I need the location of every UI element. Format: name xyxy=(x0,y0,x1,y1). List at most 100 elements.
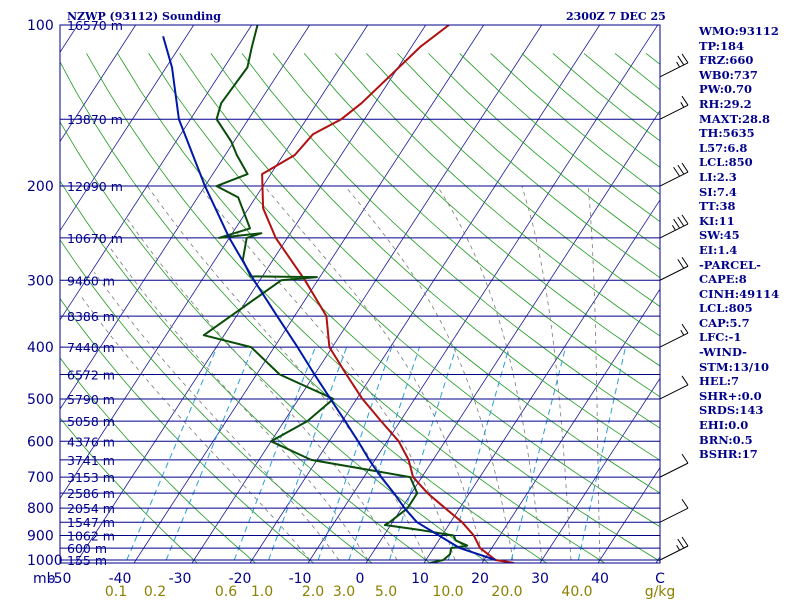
temperature-tick-label: -50 xyxy=(49,571,72,587)
pressure-axis-unit: mb xyxy=(33,571,56,587)
index-item: WMO:93112 xyxy=(699,24,779,38)
pressure-tick-label: 800 xyxy=(27,501,54,517)
dry-adiabat-line xyxy=(60,239,373,563)
dry-adiabat-line xyxy=(303,53,660,367)
height-label: 9460 m xyxy=(67,273,115,288)
wind-barb-flag xyxy=(673,166,681,177)
dry-adiabat-line xyxy=(397,53,660,279)
wind-barb-flag xyxy=(681,53,689,64)
index-item: HEL:7 xyxy=(699,374,739,389)
height-label: 5058 m xyxy=(67,414,115,429)
index-item: CAP:5.7 xyxy=(699,315,750,330)
height-label: 6572 m xyxy=(67,367,115,382)
wind-barb-flag xyxy=(680,102,685,108)
temperature-tick-label: -40 xyxy=(109,571,132,587)
pressure-tick-label: 400 xyxy=(27,340,54,356)
dry-adiabat-line xyxy=(60,120,489,563)
moist-adiabat-line xyxy=(199,185,456,561)
wind-barb-flag xyxy=(681,162,689,173)
wind-barb-flag xyxy=(677,55,685,66)
wind-barb-staff xyxy=(659,545,689,561)
index-item: BSHR:17 xyxy=(699,447,758,462)
temperature-tick-label: 20 xyxy=(471,571,489,587)
index-item: TT:38 xyxy=(699,199,736,214)
wind-barb xyxy=(659,162,689,187)
wind-barb xyxy=(659,95,689,120)
pressure-tick-label: 100 xyxy=(27,18,54,34)
isotherm-line xyxy=(191,25,543,563)
height-label: 13870 m xyxy=(67,112,123,127)
dry-adiabat-line xyxy=(60,417,198,563)
index-item: MAXT:28.8 xyxy=(699,111,770,126)
mixing-ratio-tick-label: 0.6 xyxy=(215,584,237,600)
height-label: 3153 m xyxy=(67,470,115,485)
dry-adiabat-line xyxy=(60,61,547,563)
wind-barb-staff xyxy=(659,171,689,187)
isotherm-line xyxy=(597,466,660,563)
temperature-line xyxy=(261,25,515,563)
mixing-ratio-axis-unit: g/kg xyxy=(645,584,676,600)
moist-adiabat-line xyxy=(126,218,398,561)
wind-barb xyxy=(659,536,689,561)
index-item: -PARCEL- xyxy=(699,257,761,272)
indices-panel: WMO:93112 TP:184 FRZ:660 WB0:737 PW:0.70 RH:2… xyxy=(699,24,779,462)
station-title: NZWP (93112) Sounding xyxy=(67,10,221,23)
wind-barb-flag xyxy=(677,164,685,175)
moist-adiabat-line xyxy=(436,185,543,561)
dry-adiabat-line xyxy=(334,53,660,337)
wind-barb-flag xyxy=(677,259,685,269)
mixing-ratio-tick-label: 5.0 xyxy=(375,584,397,600)
isotherm-line xyxy=(365,109,660,563)
index-item: L57:6.8 xyxy=(699,140,748,155)
index-item: EHI:0.0 xyxy=(699,418,749,433)
index-item: RH:29.2 xyxy=(699,96,752,111)
wind-barb-flag xyxy=(681,375,689,386)
wind-barb-flag xyxy=(671,224,676,231)
isotherm-line xyxy=(60,25,369,500)
height-label: 1547 m xyxy=(67,515,115,530)
isotherm-line xyxy=(0,25,20,563)
temperature-tick-label: 30 xyxy=(531,571,549,587)
wind-barb-staff xyxy=(659,332,689,348)
height-label: 1062 m xyxy=(67,529,115,544)
wind-barb-staff xyxy=(659,265,689,281)
wind-barb-staff xyxy=(659,62,689,78)
dry-adiabat-line xyxy=(117,53,660,562)
height-label: 2586 m xyxy=(67,486,115,501)
wind-barb-flag xyxy=(681,453,689,464)
plot-frame xyxy=(59,24,661,564)
index-item: KI:11 xyxy=(699,213,735,228)
height-label: 3741 m xyxy=(67,453,115,468)
wind-barb-flag xyxy=(677,216,685,227)
isotherm-line xyxy=(60,25,311,410)
index-item: -WIND- xyxy=(699,345,747,360)
wind-barb-flag xyxy=(676,61,681,68)
mixing-ratio-tick-label: 0.2 xyxy=(144,584,166,600)
moist-adiabat-line xyxy=(587,186,601,561)
isotherm-line xyxy=(60,25,195,232)
temperature-tick-label: 0 xyxy=(356,571,365,587)
index-item: TH:5635 xyxy=(699,126,755,141)
mixing-ratio-line xyxy=(577,346,626,561)
isotherm-line xyxy=(481,288,660,563)
index-item: LFC:-1 xyxy=(699,330,742,345)
mixing-ratio-tick-label: 2.0 xyxy=(302,584,324,600)
index-item: EI:1.4 xyxy=(699,242,738,257)
wind-barb xyxy=(659,256,689,281)
height-label: 16570 m xyxy=(67,18,123,33)
index-item: TP:184 xyxy=(699,38,745,53)
wind-barb-flag xyxy=(676,544,681,551)
index-item: SI:7.4 xyxy=(699,184,737,199)
isotherm-line xyxy=(133,25,485,563)
mixing-ratio-tick-label: 10.0 xyxy=(432,584,463,600)
temperature-tick-label: -10 xyxy=(289,571,312,587)
mixing-ratio-line xyxy=(165,346,254,561)
dry-adiabat-line xyxy=(272,53,660,398)
height-label: 4376 m xyxy=(67,434,115,449)
index-item: WB0:737 xyxy=(699,67,758,82)
parcel-line xyxy=(162,36,496,561)
pressure-tick-label: 900 xyxy=(27,529,54,545)
wind-barb-staff xyxy=(659,507,689,523)
index-item: STM:13/10 xyxy=(699,359,770,374)
pressure-tick-label: 1000 xyxy=(27,553,63,569)
